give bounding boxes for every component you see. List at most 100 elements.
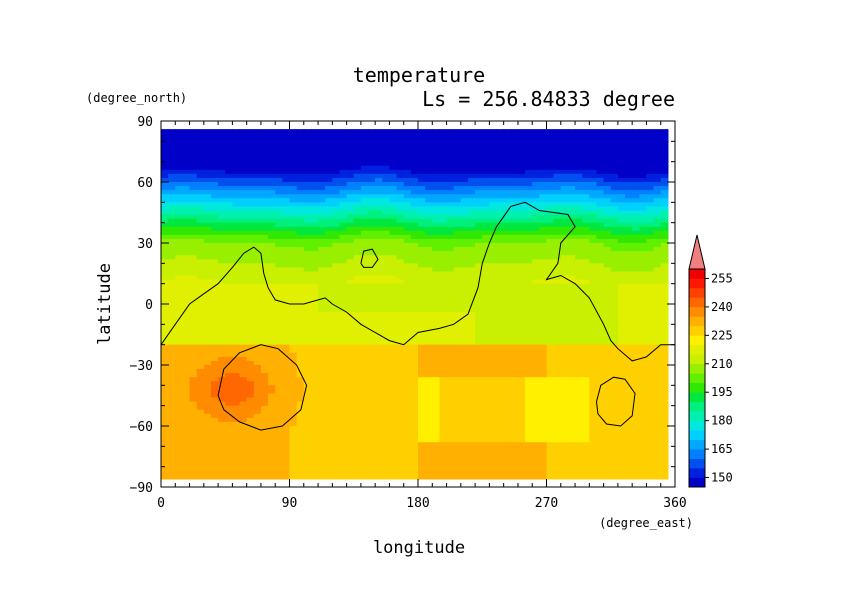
heatmap-cell (432, 259, 441, 264)
heatmap-cell (525, 332, 533, 338)
heatmap-cell (467, 218, 476, 224)
heatmap-cell (260, 137, 269, 142)
heatmap-cell (260, 243, 269, 248)
heatmap-cell (203, 263, 212, 268)
heatmap-cell (489, 243, 498, 248)
heatmap-cell (360, 304, 369, 309)
heatmap-cell (382, 267, 391, 273)
heatmap-cell (253, 381, 262, 386)
heatmap-cell (303, 153, 312, 159)
heatmap-cell (418, 295, 426, 301)
heatmap-cell (318, 344, 326, 350)
heatmap-cell (639, 409, 648, 415)
heatmap-cell (232, 206, 241, 212)
heatmap-cell (560, 295, 569, 301)
heatmap-cell (439, 377, 448, 382)
heatmap-cell (646, 401, 655, 407)
heatmap-cell (346, 149, 355, 155)
heatmap-cell (582, 137, 590, 142)
heatmap-cell (532, 389, 540, 395)
heatmap-cell (339, 259, 348, 264)
heatmap-cell (539, 133, 548, 138)
heatmap-cell (203, 320, 212, 325)
heatmap-cell (353, 336, 362, 342)
heatmap-cell (425, 243, 433, 248)
heatmap-cell (360, 385, 369, 390)
heatmap-cell (403, 173, 412, 179)
heatmap-cell (653, 316, 662, 321)
heatmap-cell (653, 397, 662, 403)
heatmap-cell (175, 206, 184, 212)
heatmap-cell (482, 397, 490, 403)
heatmap-cell (310, 165, 319, 171)
heatmap-cell (617, 214, 626, 220)
heatmap-cell (203, 405, 212, 411)
heatmap-cell (589, 157, 598, 163)
heatmap-cell (525, 186, 533, 191)
heatmap-cell (546, 393, 555, 399)
heatmap-cell (353, 369, 362, 374)
heatmap-cell (432, 360, 441, 366)
heatmap-cell (589, 409, 598, 415)
heatmap-cell (389, 141, 398, 146)
heatmap-cell (360, 259, 369, 264)
heatmap-cell (410, 226, 419, 232)
heatmap-cell (210, 287, 219, 293)
heatmap-cell (175, 348, 184, 354)
heatmap-cell (467, 267, 476, 273)
heatmap-cell (168, 145, 176, 151)
heatmap-cell (196, 145, 205, 151)
heatmap-cell (203, 267, 212, 273)
heatmap-cell (368, 255, 376, 260)
heatmap-cell (446, 275, 455, 281)
heatmap-cell (189, 389, 198, 395)
heatmap-cell (453, 389, 462, 395)
heatmap-cell (189, 283, 198, 289)
heatmap-cell (232, 324, 241, 329)
heatmap-cell (510, 340, 519, 346)
heatmap-cell (353, 137, 362, 142)
heatmap-cell (539, 230, 548, 236)
heatmap-cell (482, 210, 490, 216)
heatmap-cell (567, 332, 576, 338)
heatmap-cell (396, 161, 405, 167)
heatmap-cell (475, 332, 483, 338)
heatmap-cell (182, 405, 191, 411)
heatmap-cell (432, 377, 441, 382)
heatmap-cell (303, 312, 312, 317)
heatmap-cell (432, 328, 441, 334)
heatmap-cell (296, 320, 305, 325)
heatmap-cell (410, 316, 419, 321)
heatmap-cell (575, 222, 583, 228)
heatmap-cell (203, 299, 212, 305)
heatmap-cell (525, 316, 533, 321)
heatmap-cell (203, 194, 212, 199)
heatmap-cell (389, 291, 398, 297)
heatmap-cell (482, 141, 490, 146)
heatmap-cell (225, 389, 233, 395)
heatmap-cell (439, 230, 448, 236)
heatmap-cell (189, 238, 198, 244)
heatmap-cell (560, 177, 569, 183)
heatmap-cell (418, 393, 426, 399)
heatmap-cell (253, 190, 262, 195)
heatmap-cell (275, 145, 283, 151)
heatmap-cell (182, 344, 191, 350)
heatmap-cell (232, 149, 241, 155)
heatmap-cell (660, 397, 669, 403)
heatmap-cell (496, 234, 505, 240)
heatmap-cell (232, 271, 241, 277)
heatmap-cell (432, 149, 441, 155)
heatmap-cell (375, 405, 383, 411)
heatmap-cell (296, 344, 305, 350)
heatmap-cell (610, 267, 619, 273)
heatmap-cell (396, 304, 405, 309)
heatmap-cell (310, 259, 319, 264)
heatmap-cell (382, 173, 391, 179)
heatmap-cell (382, 360, 391, 366)
heatmap-cell (510, 405, 519, 411)
heatmap-cell (610, 234, 619, 240)
heatmap-cell (389, 360, 398, 366)
heatmap-cell (582, 165, 590, 171)
heatmap-cell (168, 129, 176, 134)
